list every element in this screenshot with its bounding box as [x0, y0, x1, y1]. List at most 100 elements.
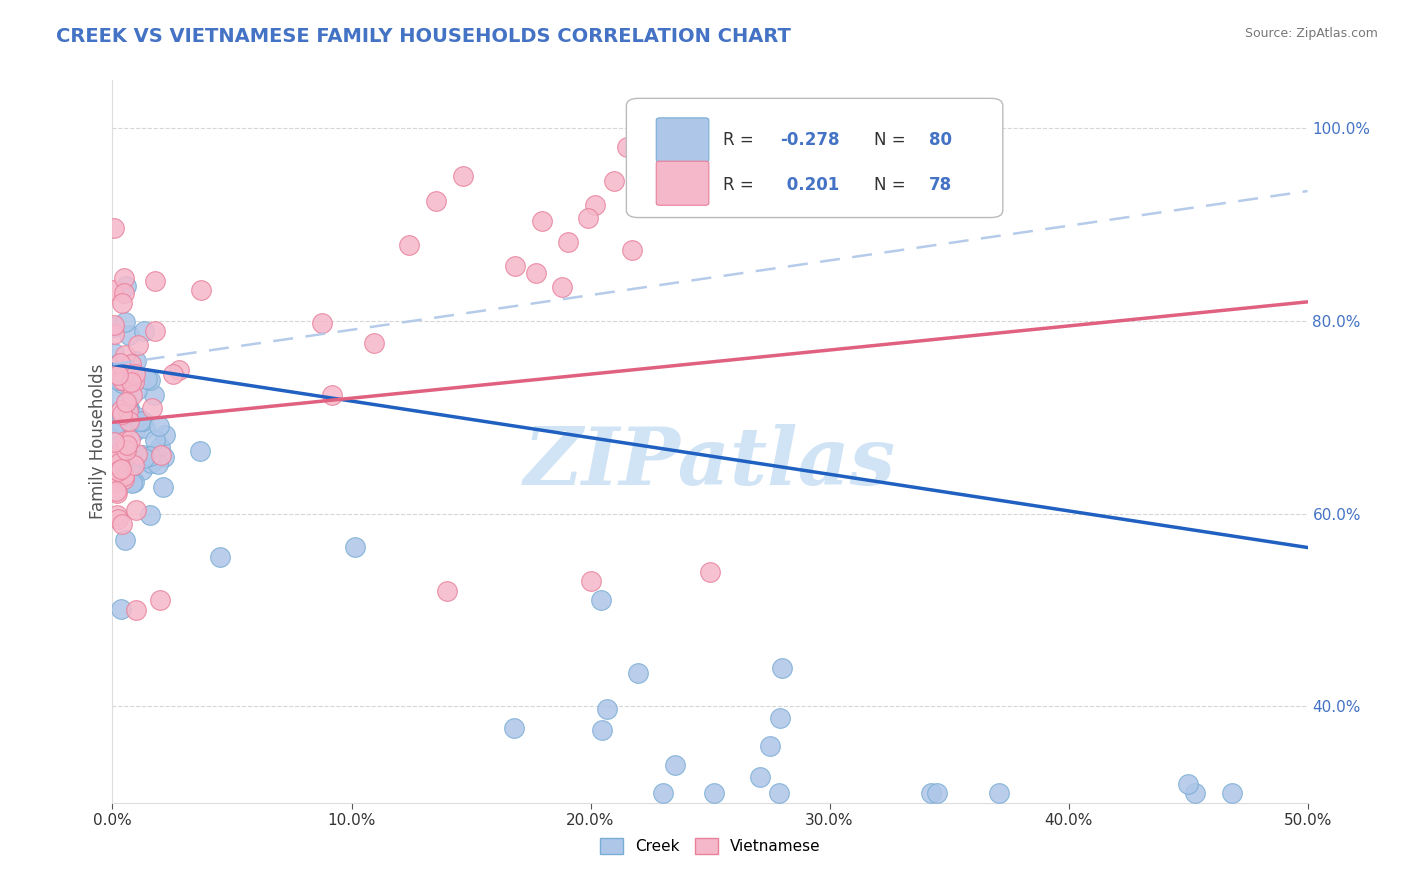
Creek: [129, 415, 152, 429]
Vietnamese: [107, 464, 129, 478]
Vietnamese: [121, 388, 143, 402]
Creek: [110, 409, 132, 424]
Creek: [664, 758, 686, 772]
Vietnamese: [124, 367, 146, 381]
Creek: [110, 602, 132, 616]
Vietnamese: [111, 373, 134, 387]
Creek: [105, 359, 128, 373]
Vietnamese: [311, 316, 333, 330]
Vietnamese: [118, 414, 141, 428]
Vietnamese: [105, 486, 128, 500]
Vietnamese: [652, 130, 675, 145]
Vietnamese: [169, 362, 191, 376]
Creek: [596, 702, 619, 716]
Vietnamese: [115, 438, 138, 452]
Creek: [115, 455, 138, 469]
Vietnamese: [112, 374, 135, 388]
Vietnamese: [524, 266, 547, 280]
Vietnamese: [112, 286, 135, 301]
Vietnamese: [111, 407, 134, 421]
Text: 78: 78: [929, 176, 952, 194]
Creek: [1220, 786, 1243, 800]
Vietnamese: [125, 447, 148, 461]
Vietnamese: [105, 484, 128, 499]
Creek: [143, 433, 166, 447]
Vietnamese: [103, 318, 125, 333]
Vietnamese: [124, 376, 146, 390]
Vietnamese: [103, 434, 125, 449]
Creek: [138, 508, 160, 522]
Vietnamese: [115, 395, 138, 409]
Creek: [758, 739, 780, 754]
Vietnamese: [143, 274, 166, 288]
Creek: [152, 481, 174, 495]
Creek: [115, 395, 138, 409]
Creek: [125, 409, 148, 424]
Creek: [209, 550, 232, 565]
Creek: [503, 722, 526, 736]
Creek: [153, 428, 176, 442]
Text: R =: R =: [723, 176, 759, 194]
Creek: [139, 373, 162, 387]
Vietnamese: [112, 368, 135, 382]
Vietnamese: [576, 211, 599, 225]
Vietnamese: [110, 402, 132, 417]
Text: Source: ZipAtlas.com: Source: ZipAtlas.com: [1244, 27, 1378, 40]
Text: N =: N =: [873, 176, 911, 194]
Creek: [124, 475, 146, 489]
Creek: [103, 319, 125, 334]
Vietnamese: [583, 198, 606, 212]
Vietnamese: [112, 271, 135, 285]
Creek: [118, 369, 141, 384]
Creek: [135, 372, 157, 386]
Creek: [127, 383, 149, 397]
Vietnamese: [110, 516, 132, 531]
Creek: [651, 786, 673, 800]
Vietnamese: [363, 336, 385, 351]
Vietnamese: [616, 139, 638, 153]
Creek: [627, 665, 650, 680]
Vietnamese: [125, 503, 148, 517]
Creek: [768, 786, 790, 800]
Vietnamese: [112, 469, 135, 483]
Creek: [987, 786, 1010, 800]
Vietnamese: [105, 452, 128, 467]
Creek: [134, 451, 156, 466]
Vietnamese: [699, 565, 721, 579]
Creek: [1177, 776, 1199, 790]
Creek: [925, 786, 948, 800]
Vietnamese: [103, 220, 125, 235]
Creek: [149, 441, 172, 455]
Vietnamese: [107, 368, 129, 383]
Vietnamese: [557, 235, 579, 250]
FancyBboxPatch shape: [657, 118, 709, 162]
Creek: [142, 387, 165, 401]
Creek: [589, 593, 612, 607]
Creek: [110, 449, 132, 463]
Vietnamese: [628, 174, 651, 188]
Creek: [115, 448, 138, 462]
Creek: [129, 414, 152, 428]
Vietnamese: [120, 357, 142, 371]
Text: 0.201: 0.201: [780, 176, 839, 194]
FancyBboxPatch shape: [657, 161, 709, 205]
Creek: [148, 419, 170, 434]
Vietnamese: [141, 401, 163, 416]
Creek: [104, 432, 127, 446]
Vietnamese: [110, 445, 132, 459]
Creek: [344, 540, 367, 554]
Creek: [920, 786, 942, 800]
Vietnamese: [108, 456, 131, 470]
Vietnamese: [125, 603, 148, 617]
Text: R =: R =: [723, 131, 759, 149]
Vietnamese: [110, 356, 132, 370]
Creek: [134, 324, 156, 338]
FancyBboxPatch shape: [627, 98, 1002, 218]
Vietnamese: [103, 462, 125, 476]
Legend: Creek, Vietnamese: Creek, Vietnamese: [593, 832, 827, 860]
Creek: [107, 357, 129, 371]
Creek: [114, 360, 136, 375]
Creek: [103, 346, 125, 360]
Creek: [117, 403, 139, 417]
Text: 80: 80: [929, 131, 952, 149]
